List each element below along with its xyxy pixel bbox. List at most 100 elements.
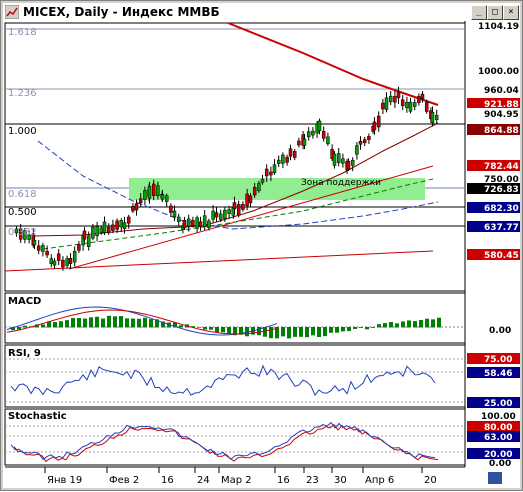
macd-bar	[383, 323, 387, 328]
macd-bar	[395, 323, 399, 328]
candle	[134, 203, 139, 211]
candle	[95, 226, 99, 237]
candle	[198, 221, 203, 228]
stochastic-title: Stochastic	[8, 411, 67, 422]
candle	[182, 219, 187, 229]
price-tag-bg	[467, 98, 520, 109]
candle	[292, 151, 297, 158]
rsi-axis-tick: 75.00	[484, 355, 512, 365]
stoch-axis-tick: 80.00	[484, 423, 512, 433]
candle	[281, 154, 285, 164]
candle	[321, 131, 326, 139]
price-panel[interactable]	[4, 22, 466, 292]
macd-bar	[413, 321, 417, 328]
macd-bar	[125, 318, 129, 328]
candle	[388, 95, 393, 103]
candle	[400, 99, 405, 107]
date-label: Апр 6	[365, 475, 394, 486]
title-bar[interactable]: MICEX, Daily - Индекс ММВБ _ □ ×	[3, 3, 520, 21]
macd-bar	[335, 327, 339, 333]
candle	[36, 245, 41, 251]
stochastic-panel[interactable]	[4, 408, 466, 466]
price-tag-bg	[467, 221, 520, 232]
macd-bar	[269, 327, 273, 339]
macd-bar	[191, 326, 195, 328]
macd-bar	[89, 317, 93, 328]
rsi-chart	[5, 358, 465, 403]
candle	[232, 202, 237, 210]
macd-bar	[401, 321, 405, 328]
candle	[241, 203, 245, 210]
rsi-panel[interactable]	[4, 344, 466, 408]
candle	[302, 138, 307, 146]
candle	[285, 156, 289, 163]
macd-bar	[17, 327, 21, 330]
price-tag: 921.88	[484, 100, 519, 110]
macd-title: MACD	[8, 296, 41, 307]
candle	[218, 213, 223, 220]
macd-bar	[263, 327, 267, 337]
maximize-button[interactable]: □	[487, 5, 503, 20]
candle	[396, 91, 401, 99]
macd-bar	[161, 321, 165, 328]
minimize-button[interactable]: _	[471, 5, 487, 20]
date-label: 23	[306, 475, 319, 486]
fib-label: 1.000	[8, 126, 37, 137]
candle	[147, 186, 152, 199]
candle	[172, 210, 177, 217]
price-tag: 726.83	[484, 185, 519, 195]
candle	[417, 96, 421, 103]
scroll-corner-icon[interactable]	[488, 472, 502, 484]
macd-bar	[359, 327, 363, 328]
candle	[27, 234, 31, 240]
support-zone	[129, 178, 425, 200]
price-tag: 904.95	[484, 110, 519, 120]
date-label: 24	[197, 475, 210, 486]
candle	[260, 179, 265, 183]
candle	[245, 193, 249, 207]
macd-bar	[275, 327, 279, 339]
candle	[381, 102, 385, 110]
candle	[176, 216, 181, 222]
macd-bar	[203, 327, 207, 330]
candle	[346, 160, 351, 170]
candle	[164, 195, 169, 202]
candle	[191, 220, 195, 226]
macd-bar	[407, 320, 411, 328]
chart-area[interactable]: 1.618 1.236 1.000 0.618 0.500 0.382 Зона…	[3, 21, 520, 488]
chart-canvas[interactable]: 1.618 1.236 1.000 0.618 0.500 0.382 Зона…	[3, 21, 520, 488]
macd-bar	[155, 319, 159, 328]
candle	[424, 102, 429, 112]
candle	[272, 164, 277, 174]
candle	[151, 183, 156, 196]
candle	[52, 260, 57, 266]
stoch-axis-tick: 0.00	[489, 459, 511, 469]
candle	[160, 194, 165, 200]
price-tag: 682.30	[484, 204, 519, 214]
price-tag-bg	[467, 160, 520, 171]
stoch-axis-tick: 100.00	[481, 412, 516, 422]
macd-bar	[77, 318, 81, 328]
date-label: 16	[161, 475, 174, 486]
candle	[317, 120, 322, 131]
fib-label: 1.618	[8, 27, 37, 38]
macd-bar	[323, 327, 327, 337]
macd-axis-tick: 0.00	[489, 326, 511, 336]
price-tag: 782.44	[484, 162, 519, 172]
candle	[412, 102, 417, 107]
date-label: Мар 2	[221, 475, 252, 486]
macd-bar	[107, 315, 111, 328]
candle	[227, 209, 231, 214]
candle	[326, 136, 330, 145]
trend-line	[68, 165, 434, 270]
price-axis-tick: 1000.00	[478, 67, 519, 77]
macd-bar	[299, 327, 303, 337]
candle	[122, 222, 127, 229]
rsi-axis-tick: 58.46	[484, 369, 512, 379]
macd-bar	[353, 327, 357, 329]
close-button[interactable]: ×	[503, 5, 519, 20]
candle	[138, 198, 143, 204]
fib-label: 0.618	[8, 189, 37, 200]
candle	[288, 148, 293, 157]
